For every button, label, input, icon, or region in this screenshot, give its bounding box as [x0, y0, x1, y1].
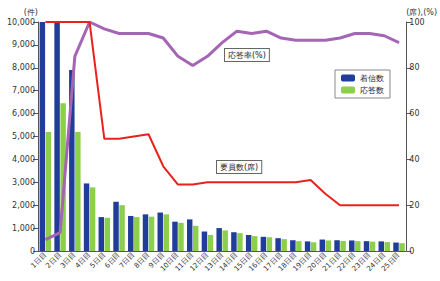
svg-text:80: 80	[409, 63, 419, 72]
svg-text:3,000: 3,000	[12, 178, 35, 187]
svg-text:18日目: 18日目	[276, 251, 299, 273]
svg-text:8,000: 8,000	[12, 63, 35, 72]
svg-text:5,000: 5,000	[12, 132, 35, 141]
svg-text:要員数(席): 要員数(席)	[220, 163, 258, 172]
svg-text:7日目: 7日目	[118, 251, 137, 270]
svg-text:13日目: 13日目	[203, 251, 225, 273]
svg-text:10,000: 10,000	[7, 18, 35, 27]
svg-text:(席),(%): (席),(%)	[406, 8, 437, 17]
svg-text:11日目: 11日目	[173, 251, 196, 273]
svg-text:20日目: 20日目	[306, 251, 329, 273]
svg-text:1,000: 1,000	[12, 224, 35, 233]
svg-text:0: 0	[30, 247, 35, 256]
svg-text:2日目: 2日目	[44, 251, 63, 270]
svg-text:8日目: 8日目	[133, 251, 152, 270]
svg-text:17日目: 17日目	[262, 251, 284, 273]
svg-text:0: 0	[409, 247, 414, 256]
svg-text:22日目: 22日目	[335, 251, 358, 273]
svg-text:100: 100	[409, 18, 424, 27]
svg-text:25日目: 25日目	[380, 251, 402, 273]
svg-text:1日目: 1日目	[29, 251, 48, 270]
svg-text:7,000: 7,000	[12, 86, 35, 95]
svg-text:(件): (件)	[24, 8, 38, 17]
svg-text:60: 60	[409, 109, 419, 118]
svg-text:21日目: 21日目	[321, 251, 343, 273]
svg-text:16日目: 16日目	[247, 251, 270, 273]
svg-text:14日目: 14日目	[217, 251, 240, 273]
svg-text:12日目: 12日目	[188, 251, 211, 273]
svg-text:6,000: 6,000	[12, 109, 35, 118]
svg-text:19日目: 19日目	[291, 251, 314, 273]
svg-text:応答数: 応答数	[360, 86, 384, 95]
svg-text:5日目: 5日目	[88, 251, 107, 270]
svg-text:23日目: 23日目	[350, 251, 373, 273]
svg-text:15日目: 15日目	[232, 251, 255, 273]
svg-text:40: 40	[409, 155, 419, 164]
svg-text:2,000: 2,000	[12, 201, 35, 210]
svg-text:着信数: 着信数	[360, 74, 384, 83]
svg-text:4日目: 4日目	[74, 251, 93, 270]
svg-text:9日目: 9日目	[147, 251, 167, 270]
svg-text:20: 20	[409, 201, 419, 210]
svg-text:6日目: 6日目	[103, 251, 122, 270]
svg-text:3日目: 3日目	[59, 251, 78, 270]
svg-text:4,000: 4,000	[12, 155, 35, 164]
svg-text:10日目: 10日目	[159, 251, 181, 273]
svg-text:9,000: 9,000	[12, 40, 35, 49]
svg-text:24日目: 24日目	[365, 251, 388, 273]
svg-text:応答率(%): 応答率(%)	[228, 51, 266, 60]
